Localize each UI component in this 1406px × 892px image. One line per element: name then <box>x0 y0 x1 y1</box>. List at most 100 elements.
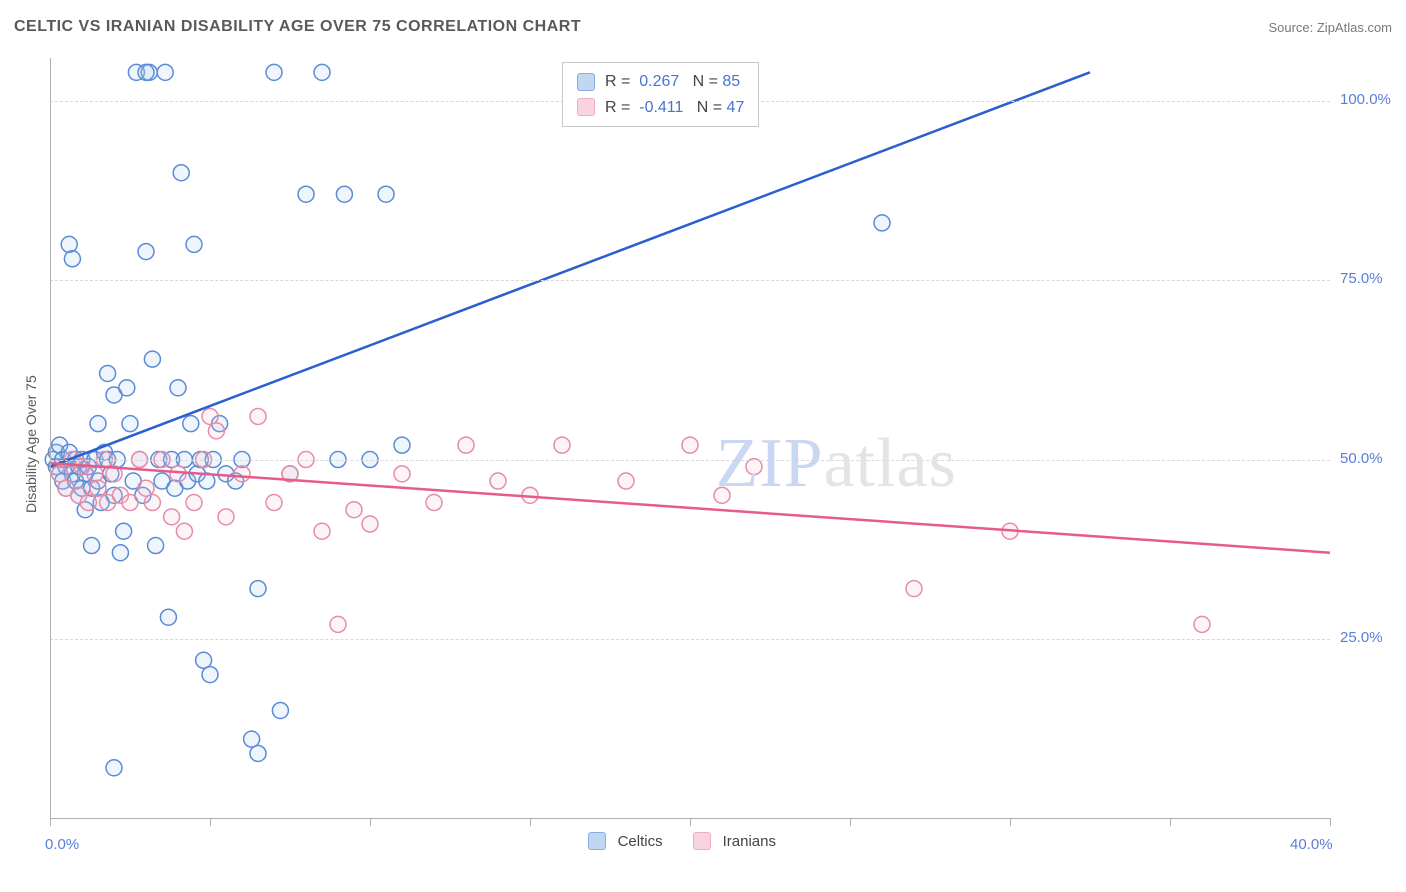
scatter-point <box>164 509 180 525</box>
chart-plot-area: 25.0%50.0%75.0%100.0%0.0%40.0%Disability… <box>45 48 1335 828</box>
scatter-point <box>874 215 890 231</box>
chart-header: CELTIC VS IRANIAN DISABILITY AGE OVER 75… <box>14 18 1392 36</box>
scatter-point <box>112 545 128 561</box>
scatter-point <box>157 64 173 80</box>
legend-item: Iranians <box>693 832 776 850</box>
scatter-point <box>170 466 186 482</box>
scatter-point <box>714 487 730 503</box>
x-tick <box>210 818 211 826</box>
scatter-point <box>554 437 570 453</box>
scatter-point <box>250 745 266 761</box>
scatter-point <box>336 186 352 202</box>
scatter-point <box>266 495 282 511</box>
scatter-point <box>90 416 106 432</box>
scatter-point <box>906 581 922 597</box>
scatter-point <box>208 423 224 439</box>
legend-row: R = 0.267 N = 85 <box>577 69 744 95</box>
scatter-point <box>176 523 192 539</box>
x-tick-label: 40.0% <box>1290 836 1333 853</box>
scatter-point <box>266 64 282 80</box>
trend-line <box>50 72 1090 466</box>
gridline <box>50 639 1330 640</box>
scatter-point <box>116 523 132 539</box>
x-tick <box>1170 818 1171 826</box>
scatter-point <box>64 251 80 267</box>
scatter-point <box>122 495 138 511</box>
scatter-point <box>490 473 506 489</box>
scatter-point <box>170 380 186 396</box>
scatter-point <box>138 64 154 80</box>
scatter-point <box>218 509 234 525</box>
scatter-point <box>394 437 410 453</box>
scatter-point <box>202 667 218 683</box>
scatter-point <box>244 731 260 747</box>
scatter-point <box>362 516 378 532</box>
scatter-point <box>250 581 266 597</box>
scatter-point <box>346 502 362 518</box>
scatter-point <box>119 380 135 396</box>
legend-swatch <box>693 832 711 850</box>
scatter-point <box>378 186 394 202</box>
legend-swatch <box>588 832 606 850</box>
scatter-point <box>106 760 122 776</box>
y-tick-label: 25.0% <box>1340 629 1383 646</box>
legend-swatch <box>577 98 595 116</box>
scatter-point <box>160 609 176 625</box>
scatter-point <box>144 351 160 367</box>
x-tick <box>370 818 371 826</box>
scatter-point <box>87 466 103 482</box>
x-tick <box>1330 818 1331 826</box>
scatter-point <box>122 416 138 432</box>
gridline <box>50 280 1330 281</box>
scatter-point <box>52 466 68 482</box>
scatter-point <box>426 495 442 511</box>
scatter-point <box>202 408 218 424</box>
scatter-point <box>314 64 330 80</box>
scatter-point <box>618 473 634 489</box>
legend-label: Celtics <box>618 833 663 850</box>
scatter-point <box>458 437 474 453</box>
scatter-point <box>148 538 164 554</box>
x-tick-label: 0.0% <box>45 836 79 853</box>
y-axis-line <box>50 58 51 818</box>
x-tick <box>530 818 531 826</box>
trend-line <box>50 463 1330 553</box>
y-tick-label: 100.0% <box>1340 91 1391 108</box>
y-tick-label: 75.0% <box>1340 270 1383 287</box>
x-tick <box>850 818 851 826</box>
scatter-point <box>298 186 314 202</box>
legend-label: Iranians <box>723 833 776 850</box>
scatter-point <box>746 459 762 475</box>
scatter-point <box>138 244 154 260</box>
scatter-point <box>183 416 199 432</box>
scatter-point <box>1194 616 1210 632</box>
gridline <box>50 460 1330 461</box>
scatter-point <box>186 236 202 252</box>
scatter-point <box>173 165 189 181</box>
legend-text: R = 0.267 N = 85 <box>605 69 740 95</box>
scatter-point <box>682 437 698 453</box>
x-tick <box>690 818 691 826</box>
scatter-point <box>272 702 288 718</box>
series-legend: Celtics Iranians <box>588 832 776 850</box>
scatter-point <box>394 466 410 482</box>
scatter-point <box>314 523 330 539</box>
scatter-point <box>186 495 202 511</box>
legend-item: Celtics <box>588 832 663 850</box>
scatter-point <box>250 408 266 424</box>
stats-legend: R = 0.267 N = 85R = -0.411 N = 47 <box>562 62 759 127</box>
y-axis-label: Disability Age Over 75 <box>23 375 39 513</box>
scatter-point <box>234 466 250 482</box>
chart-source: Source: ZipAtlas.com <box>1268 20 1392 35</box>
y-tick-label: 50.0% <box>1340 450 1383 467</box>
scatter-point <box>138 480 154 496</box>
scatter-point <box>90 480 106 496</box>
scatter-point <box>100 365 116 381</box>
scatter-point <box>330 616 346 632</box>
scatter-point <box>84 538 100 554</box>
scatter-point <box>196 652 212 668</box>
scatter-svg <box>45 48 1406 878</box>
scatter-point <box>80 495 96 511</box>
scatter-point <box>144 495 160 511</box>
legend-text: R = -0.411 N = 47 <box>605 95 744 121</box>
